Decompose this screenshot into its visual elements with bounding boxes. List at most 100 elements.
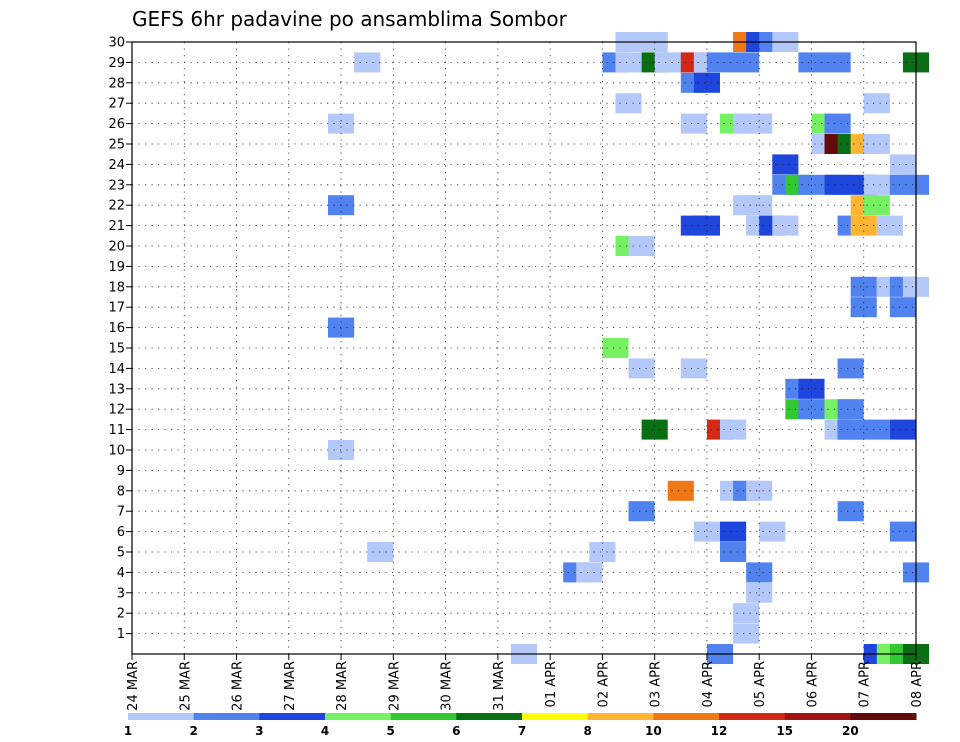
legend-label: 15 (776, 724, 793, 738)
chart-title: GEFS 6hr padavine po ansamblima Sombor (132, 7, 568, 31)
data-cell (850, 276, 877, 297)
data-cell (863, 93, 890, 114)
x-tick-label: 30 MAR (440, 661, 455, 711)
legend-label: 5 (386, 724, 394, 738)
color-legend: 1 2 3 4 5 6 7 8 10 12 15 20 (124, 713, 917, 738)
x-tick-label: 26 MAR (231, 661, 246, 711)
data-cell (693, 521, 720, 542)
data-cell (667, 480, 694, 501)
y-tick-label: 28 (108, 76, 125, 91)
data-cell (680, 358, 707, 379)
y-tick-label: 14 (108, 362, 125, 377)
legend-label: 10 (645, 724, 662, 738)
y-tick-label: 16 (108, 321, 125, 336)
legend-label: 4 (321, 724, 329, 738)
legend-label: 20 (842, 724, 859, 738)
x-tick-label: 04 APR (701, 661, 716, 707)
data-cell (759, 521, 786, 542)
data-cell (720, 521, 747, 542)
data-cell (589, 542, 616, 562)
x-tick-label: 31 MAR (492, 661, 507, 711)
x-tick-label: 01 APR (544, 661, 559, 707)
y-tick-label: 4 (117, 566, 125, 581)
data-cell (798, 52, 851, 73)
legend-swatch (193, 713, 260, 720)
data-cell (628, 501, 655, 522)
y-tick-label: 25 (108, 138, 125, 153)
data-cell (772, 215, 799, 236)
data-cell (889, 154, 916, 175)
y-tick-label: 1 (117, 627, 125, 642)
legend-swatch (390, 713, 457, 720)
y-tick-label: 24 (108, 158, 125, 173)
data-cell (615, 52, 642, 73)
x-tick-label: 25 MAR (178, 661, 193, 711)
y-tick-label: 19 (108, 260, 125, 275)
y-tick-label: 6 (117, 525, 125, 540)
legend-label: 2 (189, 724, 197, 738)
data-cell (628, 236, 655, 256)
legend-swatch (522, 713, 589, 720)
data-cell (367, 542, 394, 562)
y-tick-label: 18 (108, 280, 125, 295)
data-cell (863, 134, 890, 154)
legend-swatch (128, 713, 195, 720)
y-tick-label: 15 (108, 342, 125, 357)
legend-label: 1 (124, 724, 132, 738)
data-cell (837, 399, 864, 420)
y-tick-label: 12 (108, 403, 125, 418)
x-tick-label: 02 APR (596, 661, 611, 707)
data-cell (824, 113, 851, 134)
x-tick-label: 03 APR (649, 661, 664, 707)
x-tick-label: 28 MAR (335, 661, 350, 711)
y-tick-label: 17 (108, 301, 125, 316)
legend-swatch (259, 713, 326, 720)
legend-swatch (784, 713, 851, 720)
legend-swatch (653, 713, 720, 720)
data-cell (680, 113, 707, 134)
data-cell (863, 195, 890, 216)
y-axis-ticks: 1234567891011121314151617181920212223242… (108, 36, 132, 642)
x-tick-label: 29 MAR (387, 661, 402, 711)
legend-label: 12 (711, 724, 728, 738)
y-tick-label: 10 (108, 444, 125, 459)
data-cell (798, 399, 825, 420)
data-cell (602, 338, 629, 358)
data-cell (798, 378, 825, 399)
legend-label: 8 (583, 724, 591, 738)
y-tick-label: 9 (117, 464, 125, 479)
data-cell (746, 582, 773, 603)
x-tick-label: 27 MAR (283, 661, 298, 711)
data-cell (837, 419, 890, 440)
legend-label: 7 (518, 724, 526, 738)
data-cell (720, 542, 747, 562)
grid-lines (132, 41, 916, 654)
data-cell (693, 215, 720, 236)
x-tick-label: 05 APR (753, 661, 768, 707)
legend-swatch (325, 713, 392, 720)
data-cell (720, 419, 747, 440)
data-cell (798, 174, 825, 195)
y-tick-label: 20 (108, 240, 125, 255)
y-tick-label: 27 (108, 97, 125, 112)
legend-label: 3 (255, 724, 263, 738)
x-tick-label: 24 MAR (126, 661, 141, 711)
data-cell (850, 297, 877, 318)
data-cell (889, 297, 916, 318)
data-cell (706, 52, 760, 73)
data-cell (889, 521, 916, 542)
y-tick-label: 7 (117, 505, 125, 520)
data-cell (876, 215, 903, 236)
y-tick-label: 23 (108, 178, 125, 193)
data-cell (772, 154, 799, 175)
data-cells (328, 32, 930, 664)
y-tick-label: 8 (117, 484, 125, 499)
y-tick-label: 22 (108, 199, 125, 214)
data-cell (746, 562, 773, 583)
y-tick-label: 29 (108, 56, 125, 71)
x-tick-label: 07 APR (858, 661, 873, 707)
data-cell (889, 419, 916, 440)
data-cell (850, 215, 877, 236)
legend-swatch (587, 713, 654, 720)
plot-frame (131, 41, 917, 655)
